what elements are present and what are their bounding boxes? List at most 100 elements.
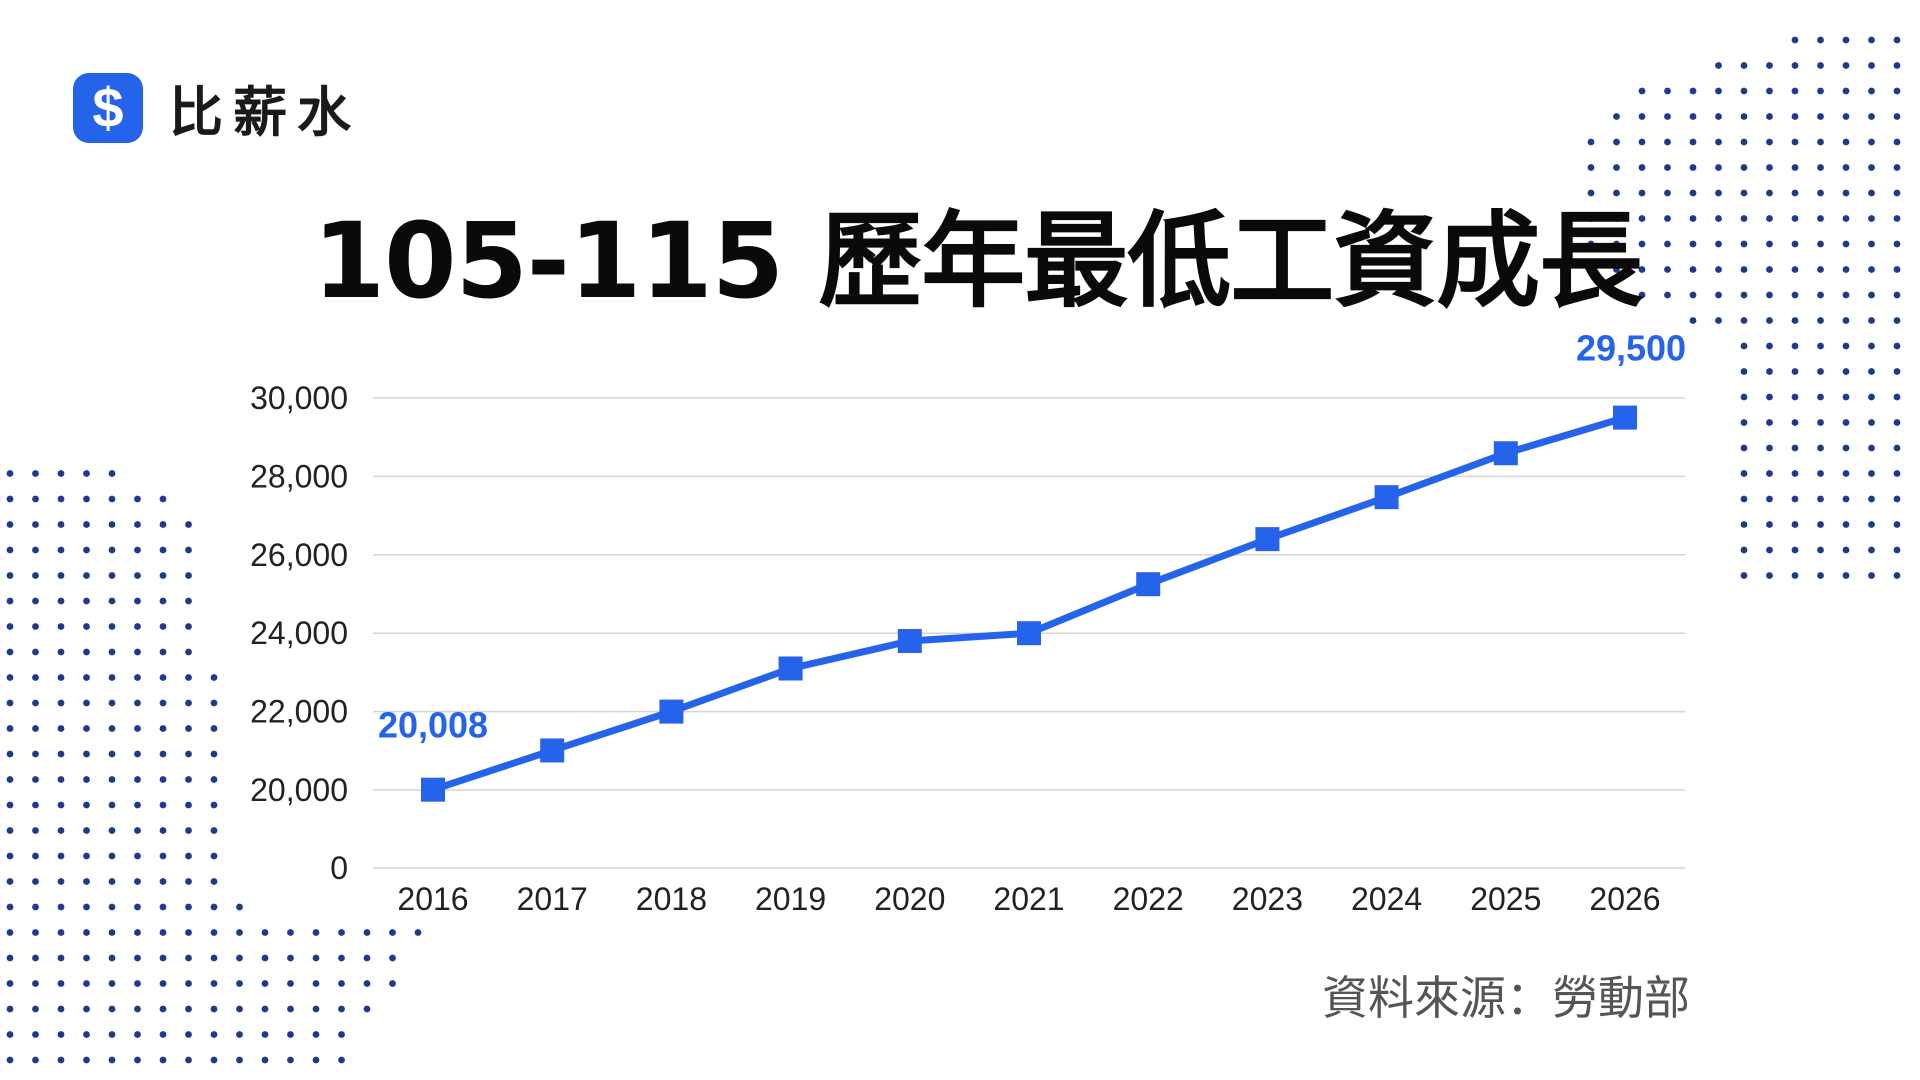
decorative-dot — [1740, 572, 1748, 579]
decorative-dot — [108, 470, 116, 477]
decorative-dot — [1613, 113, 1620, 120]
decorative-dot — [389, 954, 396, 962]
decorative-dot — [108, 980, 116, 987]
decorative-dot — [32, 597, 39, 605]
decorative-dot — [1868, 368, 1875, 375]
decorative-dot — [1842, 444, 1850, 452]
decorative-dot — [83, 495, 90, 503]
decorative-dot — [134, 776, 141, 783]
decorative-dot — [1893, 87, 1901, 95]
decorative-dot — [185, 597, 192, 605]
decorative-dot — [1689, 215, 1697, 222]
decorative-dot — [1817, 572, 1824, 579]
decorative-dot — [159, 852, 167, 860]
decorative-dot — [1715, 189, 1722, 197]
decorative-dot — [1587, 189, 1595, 197]
data-point-marker — [1613, 405, 1637, 430]
decorative-dot — [261, 954, 269, 962]
decorative-dot — [1893, 546, 1901, 554]
decorative-dot — [1893, 368, 1901, 375]
decorative-dot — [1791, 368, 1799, 375]
decorative-dot — [185, 1005, 192, 1013]
decorative-dot — [32, 852, 39, 860]
decorative-dot — [1587, 138, 1595, 146]
decorative-dot — [1893, 189, 1901, 197]
decorative-dot — [338, 929, 345, 936]
decorative-dot — [1868, 189, 1875, 197]
decorative-dot — [1766, 266, 1773, 273]
decorative-dot — [32, 470, 39, 477]
decorative-dot — [1817, 419, 1824, 426]
decorative-dot — [338, 1031, 345, 1038]
decorative-dot — [1868, 87, 1875, 95]
decorative-dot — [1868, 444, 1875, 452]
y-tick-label: 30,000 — [250, 380, 348, 416]
decorative-dot — [185, 801, 192, 809]
decorative-dot — [1689, 189, 1697, 197]
decorative-dot — [1715, 240, 1722, 248]
decorative-dot — [6, 954, 14, 962]
decorative-dot — [1817, 444, 1824, 452]
decorative-dot — [1791, 393, 1799, 401]
decorative-dot — [287, 1056, 294, 1064]
y-tick-label: 22,000 — [250, 694, 348, 730]
decorative-dot — [185, 674, 192, 681]
decorative-dot — [1689, 291, 1697, 299]
decorative-dot — [1868, 240, 1875, 248]
decorative-dot — [108, 1056, 116, 1064]
decorative-dot — [338, 954, 345, 962]
decorative-dot — [6, 495, 14, 503]
decorative-dot — [1638, 266, 1646, 273]
decorative-dot — [1817, 189, 1824, 197]
decorative-dot — [6, 546, 14, 554]
decorative-dot — [1842, 470, 1850, 477]
decorative-dot — [1868, 266, 1875, 273]
decorative-dot — [83, 750, 90, 758]
decorative-dot — [1893, 240, 1901, 248]
decorative-dot — [1740, 113, 1748, 120]
decorative-dot — [1740, 215, 1748, 222]
decorative-dot — [185, 827, 192, 834]
decorative-dot — [1740, 240, 1748, 248]
decorative-dot — [1613, 291, 1620, 299]
decorative-dot — [185, 546, 192, 554]
decorative-dot — [210, 1005, 218, 1013]
decorative-dot — [1715, 164, 1722, 171]
decorative-dot — [1817, 215, 1824, 222]
decorative-dot — [159, 980, 167, 987]
decorative-dot — [159, 878, 167, 885]
decorative-dot — [83, 597, 90, 605]
decorative-dot — [363, 954, 371, 962]
decorative-dot — [108, 495, 116, 503]
decorative-dot — [1740, 521, 1748, 528]
decorative-dot — [134, 546, 141, 554]
decorative-dot — [1893, 113, 1901, 120]
decorative-dot — [1817, 546, 1824, 554]
decorative-dot — [57, 546, 65, 554]
brand-name: 比薪水 — [169, 81, 361, 144]
decorative-dot — [1791, 317, 1799, 324]
decorative-dot — [1893, 342, 1901, 350]
decorative-dot — [1868, 291, 1875, 299]
data-point-marker — [778, 656, 803, 681]
decorative-dot — [210, 1031, 218, 1038]
decorative-dot — [57, 623, 65, 630]
decorative-dot — [32, 648, 39, 656]
decorative-dot — [57, 521, 65, 528]
decorative-dot — [1766, 189, 1773, 197]
decorative-dot — [261, 1056, 269, 1064]
decorative-dot — [32, 674, 39, 681]
decorative-dot — [108, 1031, 116, 1038]
decorative-dot — [108, 572, 116, 579]
x-tick-label: 2026 — [1589, 881, 1660, 917]
decorative-dot — [159, 827, 167, 834]
x-tick-label: 2024 — [1351, 881, 1422, 917]
decorative-dot — [83, 470, 90, 477]
decorative-dot — [108, 852, 116, 860]
decorative-dot — [1842, 317, 1850, 324]
decorative-dot — [210, 750, 218, 758]
decorative-dot — [108, 623, 116, 630]
decorative-dot — [134, 725, 141, 732]
decorative-dot — [32, 980, 39, 987]
decorative-dot — [1766, 138, 1773, 146]
